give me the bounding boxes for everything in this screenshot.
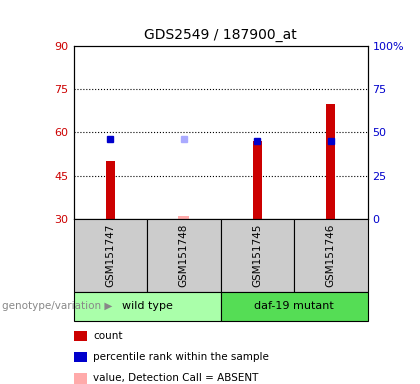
Text: value, Detection Call = ABSENT: value, Detection Call = ABSENT xyxy=(93,373,259,383)
Bar xyxy=(326,104,335,219)
Bar xyxy=(294,219,368,292)
Text: GSM151748: GSM151748 xyxy=(179,223,189,287)
Bar xyxy=(178,216,189,219)
Bar xyxy=(74,219,147,292)
Text: daf-19 mutant: daf-19 mutant xyxy=(254,301,334,311)
Text: genotype/variation ▶: genotype/variation ▶ xyxy=(2,301,113,311)
Text: GSM151745: GSM151745 xyxy=(252,223,262,287)
Bar xyxy=(253,141,262,219)
Title: GDS2549 / 187900_at: GDS2549 / 187900_at xyxy=(144,28,297,42)
Bar xyxy=(147,219,220,292)
Text: GSM151747: GSM151747 xyxy=(105,223,115,287)
Bar xyxy=(220,292,368,321)
Text: GSM151746: GSM151746 xyxy=(326,223,336,287)
Text: wild type: wild type xyxy=(121,301,173,311)
Text: percentile rank within the sample: percentile rank within the sample xyxy=(93,352,269,362)
Bar xyxy=(220,219,294,292)
Text: count: count xyxy=(93,331,123,341)
Bar xyxy=(74,292,220,321)
Bar xyxy=(106,161,115,219)
